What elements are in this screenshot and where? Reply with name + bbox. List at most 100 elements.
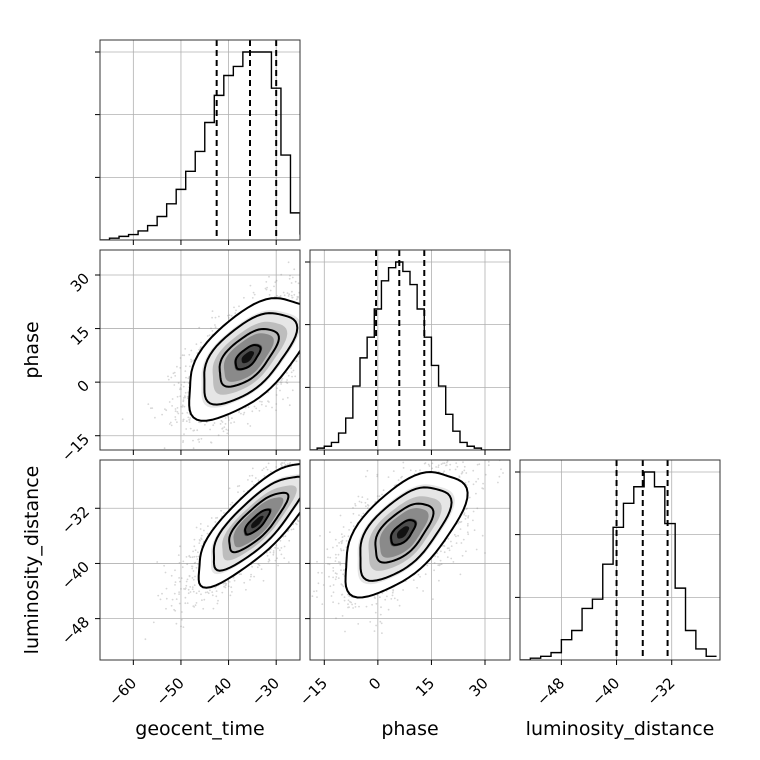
sample-point [200,593,202,596]
sample-point [292,528,295,530]
sample-point [210,327,212,330]
sample-point [181,354,184,357]
sample-point [303,306,305,308]
sample-point [302,490,304,492]
sample-point [170,424,173,427]
sample-point [289,274,291,277]
sample-point [275,466,278,468]
sample-point [164,408,166,410]
sample-point [314,483,316,485]
sample-point [307,313,309,315]
sample-point [224,584,227,587]
sample-point [181,611,183,613]
sample-point [312,482,314,484]
sample-point [170,604,173,607]
sample-point [322,483,324,485]
sample-point [337,308,339,310]
sample-point [192,590,195,593]
sample-point [301,456,303,458]
sample-point [175,622,178,625]
sample-point [302,480,304,482]
sample-point [173,384,176,386]
sample-point [325,331,327,333]
sample-point [305,489,307,491]
sample-point [322,457,324,459]
sample-point [301,473,303,475]
sample-point [308,300,310,302]
sample-point [280,379,283,381]
sample-point [320,299,322,301]
sample-point [302,295,304,297]
sample-point [222,582,225,585]
sample-point [193,606,196,608]
sample-point [178,577,181,579]
sample-point [283,294,286,297]
sample-point [291,276,294,279]
sample-point [313,492,315,494]
sample-point [155,455,157,457]
sample-point [305,482,307,484]
sample-point [220,509,223,512]
sample-point [304,479,306,481]
sample-point [191,556,194,559]
sample-point [185,428,188,430]
sample-point [279,295,281,298]
sample-point [268,401,270,403]
sample-point [245,588,247,591]
sample-point [316,317,318,319]
sample-point [217,434,220,437]
sample-point [193,555,196,558]
sample-point [211,310,214,312]
sample-point [198,348,201,351]
sample-point [346,288,348,290]
sample-point [269,551,272,554]
sample-point [328,471,330,473]
sample-point [304,470,306,472]
sample-point [280,553,283,556]
sample-point [293,293,296,296]
sample-point [165,587,168,590]
sample-point [192,550,195,553]
sample-point [178,593,181,595]
sample-point [253,293,256,296]
sample-point [231,417,233,420]
sample-point [176,395,179,398]
sample-point [169,421,172,424]
sample-point [313,423,315,425]
sample-point [308,491,310,493]
sample-point [287,295,290,297]
sample-point [227,417,230,419]
sample-point [279,381,282,384]
sample-point [176,365,178,368]
sample-point [216,602,219,605]
sample-point [197,438,200,441]
sample-point [261,469,264,471]
sample-point [322,439,324,441]
sample-point [182,400,185,403]
sample-point [318,319,320,321]
sample-point [303,288,305,290]
sample-point [199,528,202,530]
sample-point [164,571,167,574]
sample-point [198,421,200,423]
sample-point [264,287,267,290]
sample-point [266,286,268,289]
sample-point [314,453,316,455]
sample-point [227,314,229,317]
sample-point [290,528,293,531]
sample-point [179,388,181,391]
sample-point [314,269,316,271]
sample-point [311,479,313,481]
sample-point [274,559,277,562]
sample-point [184,391,187,394]
sample-point [193,584,196,586]
sample-point [184,396,186,399]
sample-point [188,353,191,356]
sample-point [288,458,290,460]
sample-point [194,549,197,552]
sample-point [215,590,218,592]
sample-point [214,324,216,326]
sample-point [211,594,214,597]
sample-point [250,575,252,578]
sample-point [280,457,282,459]
